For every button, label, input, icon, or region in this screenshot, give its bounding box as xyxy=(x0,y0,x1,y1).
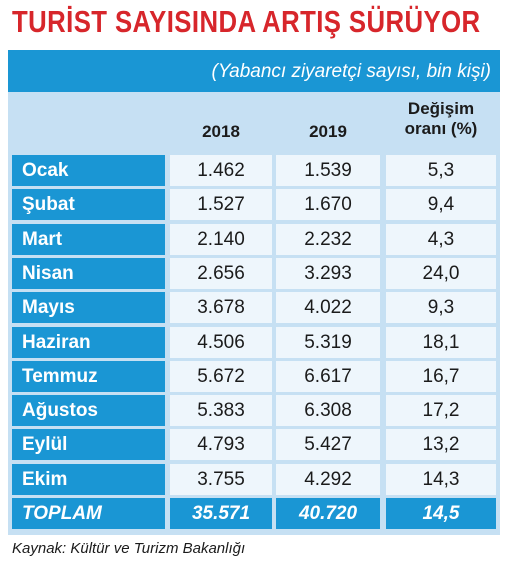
table-cell: 5.319 xyxy=(276,326,380,358)
table-cell: 5.672 xyxy=(170,360,272,392)
title: TURİST SAYISINDA ARTIŞ SÜRÜYOR xyxy=(12,4,481,39)
total-cell: 40.720 xyxy=(276,498,380,529)
table-cell: 5.383 xyxy=(170,395,272,427)
table-cell: 2.140 xyxy=(170,223,272,255)
table-cell: 17,2 xyxy=(386,395,496,427)
table-cell: 2.656 xyxy=(170,257,272,289)
table-cell: 3.755 xyxy=(170,463,272,495)
table-cell: 1.527 xyxy=(170,189,272,221)
source: Kaynak: Kültür ve Turizm Bakanlığı xyxy=(12,540,246,557)
row-label: Nisan xyxy=(12,257,165,289)
row-label: Şubat xyxy=(12,189,165,221)
total-label: TOPLAM xyxy=(12,498,165,529)
row-label: Mart xyxy=(12,223,165,255)
table-cell: 9,3 xyxy=(386,292,496,324)
row-label: Ocak xyxy=(12,155,165,186)
table-cell: 24,0 xyxy=(386,257,496,289)
table-cell: 1.462 xyxy=(170,155,272,186)
row-label: Haziran xyxy=(12,326,165,358)
table-cell: 4,3 xyxy=(386,223,496,255)
row-label: Ağustos xyxy=(12,395,165,427)
subtitle: (Yabancı ziyaretçi sayısı, bin kişi) xyxy=(211,61,491,82)
row-label: Temmuz xyxy=(12,360,165,392)
table-cell: 4.793 xyxy=(170,429,272,461)
table-cell: 4.292 xyxy=(276,463,380,495)
row-label: Mayıs xyxy=(12,292,165,324)
table-cell: 6.617 xyxy=(276,360,380,392)
table-cell: 4.022 xyxy=(276,292,380,324)
table-cell: 2.232 xyxy=(276,223,380,255)
table-cell: 5.427 xyxy=(276,429,380,461)
table-cell: 13,2 xyxy=(386,429,496,461)
table-cell: 1.539 xyxy=(276,155,380,186)
subtitle-bar xyxy=(8,50,500,92)
row-label: Ekim xyxy=(12,463,165,495)
column-header: 2019 xyxy=(309,122,347,141)
table-cell: 14,3 xyxy=(386,463,496,495)
total-cell: 35.571 xyxy=(170,498,272,529)
table-cell: 6.308 xyxy=(276,395,380,427)
table-cell: 5,3 xyxy=(386,155,496,186)
table-cell: 1.670 xyxy=(276,189,380,221)
table-cell: 9,4 xyxy=(386,189,496,221)
table-cell: 16,7 xyxy=(386,360,496,392)
column-header: 2018 xyxy=(202,122,240,141)
table-cell: 18,1 xyxy=(386,326,496,358)
table-cell: 4.506 xyxy=(170,326,272,358)
column-header: Değişim oranı (%) xyxy=(404,99,478,138)
table-cell: 3.678 xyxy=(170,292,272,324)
table-cell: 3.293 xyxy=(276,257,380,289)
total-cell: 14,5 xyxy=(386,498,496,529)
row-label: Eylül xyxy=(12,429,165,461)
